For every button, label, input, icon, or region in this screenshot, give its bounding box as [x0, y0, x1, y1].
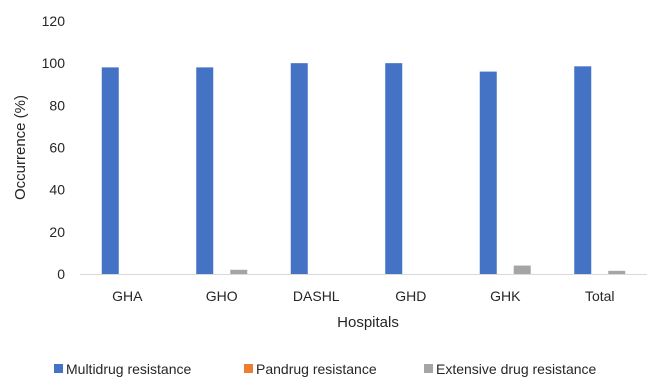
legend: Multidrug resistance Pandrug resistance Ex…: [54, 361, 597, 377]
y-axis-title: Occurrence (%): [12, 95, 29, 200]
x-tick-label: Total: [585, 288, 615, 304]
bar-extensive-drug-resistance-gho: [230, 269, 248, 274]
y-tick-label: 100: [42, 55, 66, 71]
y-tick-label: 80: [49, 97, 65, 113]
bar-extensive-drug-resistance-total: [608, 270, 626, 274]
bar-multidrug-resistance-gha: [101, 67, 119, 274]
legend-label: Multidrug resistance: [66, 361, 191, 377]
y-tick-label: 40: [49, 182, 65, 198]
y-axis-ticks: 0 20 40 60 80 100 120: [42, 13, 66, 282]
legend-label: Extensive drug resistance: [436, 361, 597, 377]
x-tick-label: GHD: [395, 288, 426, 304]
legend-swatch: [424, 364, 433, 373]
x-axis-title: Hospitals: [337, 314, 399, 331]
bar-multidrug-resistance-gho: [196, 67, 214, 274]
x-tick-label: DASHL: [293, 288, 340, 304]
bar-multidrug-resistance-dashl: [290, 63, 308, 274]
y-tick-label: 120: [42, 13, 66, 29]
y-tick-label: 20: [49, 224, 65, 240]
x-tick-label: GHO: [206, 288, 238, 304]
bar-multidrug-resistance-ghd: [385, 63, 403, 274]
bars-group: [101, 63, 626, 275]
x-tick-label: GHK: [490, 288, 521, 304]
legend-label: Pandrug resistance: [256, 361, 377, 377]
y-tick-label: 60: [49, 140, 65, 156]
bar-multidrug-resistance-ghk: [479, 71, 497, 274]
legend-swatch: [54, 364, 63, 373]
bar-extensive-drug-resistance-ghk: [513, 265, 531, 274]
bar-multidrug-resistance-total: [574, 66, 592, 275]
legend-swatch: [244, 364, 253, 373]
x-axis-ticks: GHA GHO DASHL GHD GHK Total: [112, 288, 614, 304]
y-tick-label: 0: [57, 266, 65, 282]
x-tick-label: GHA: [112, 288, 143, 304]
